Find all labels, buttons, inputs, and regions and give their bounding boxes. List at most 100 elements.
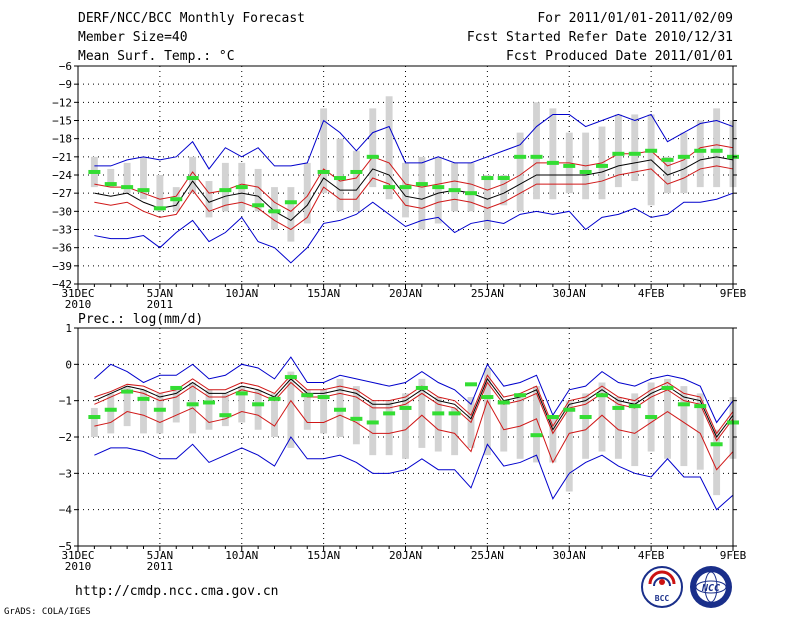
observed-marker xyxy=(334,407,346,412)
y-tick-label: −4 xyxy=(59,504,73,517)
ensemble-box xyxy=(320,389,328,434)
ensemble-box xyxy=(123,386,131,427)
ensemble-box xyxy=(483,367,491,456)
source-url[interactable]: http://cmdp.ncc.cma.gov.cn xyxy=(75,584,279,599)
ensemble-box xyxy=(287,187,295,242)
ensemble-box xyxy=(467,162,475,212)
observed-marker xyxy=(645,415,658,420)
series-ensemble-min xyxy=(94,436,734,511)
ensemble-box xyxy=(680,132,688,194)
x-tick-label: 9FEB xyxy=(720,549,747,562)
x-tick-label: 31DEC xyxy=(61,549,94,562)
observed-marker xyxy=(366,154,379,159)
observed-marker xyxy=(366,420,379,425)
ensemble-box xyxy=(549,418,557,463)
observed-marker xyxy=(514,154,527,159)
ensemble-box xyxy=(140,389,147,434)
ensemble-box xyxy=(140,156,147,200)
ncc-logo-text: NCC xyxy=(701,583,720,594)
ensemble-box xyxy=(107,168,115,188)
observed-marker xyxy=(530,433,543,438)
observed-marker xyxy=(104,407,117,412)
observed-marker xyxy=(186,176,199,181)
observed-marker xyxy=(121,389,134,394)
series-spread-lower xyxy=(94,399,734,471)
observed-marker xyxy=(448,188,461,193)
bcc-logo-text: BCC xyxy=(655,594,670,603)
observed-marker xyxy=(448,411,461,416)
series-ensemble-min xyxy=(94,192,734,264)
ensemble-box xyxy=(402,393,409,459)
x-tick-label: 20JAN xyxy=(389,549,422,562)
observed-marker xyxy=(628,404,641,409)
observed-marker xyxy=(317,169,330,174)
ensemble-box xyxy=(254,389,262,430)
y-tick-label: 1 xyxy=(65,322,72,335)
x-tick-label: 10JAN xyxy=(225,287,258,300)
ensemble-box xyxy=(516,397,524,459)
series-spread-upper xyxy=(94,144,734,212)
x-tick-label: 15JAN xyxy=(307,549,340,562)
ensemble-box xyxy=(533,102,540,200)
observed-marker xyxy=(465,191,477,196)
x-tick-label: 9FEB xyxy=(720,287,747,300)
bcc-logo: BCC xyxy=(641,566,683,608)
x-tick-label: 25JAN xyxy=(471,287,504,300)
ensemble-box xyxy=(156,175,164,212)
ensemble-box xyxy=(205,181,213,218)
observed-marker xyxy=(546,160,559,165)
ensemble-box xyxy=(434,156,442,224)
ensemble-box xyxy=(483,175,491,230)
observed-marker xyxy=(465,382,477,387)
ensemble-box xyxy=(320,108,328,194)
ensemble-box xyxy=(631,114,639,182)
observed-marker xyxy=(399,185,412,190)
x-tick-year: 2011 xyxy=(147,560,174,573)
series-ensemble-mean xyxy=(94,156,734,222)
observed-marker xyxy=(153,407,166,412)
observed-marker xyxy=(203,400,215,405)
ensemble-box xyxy=(516,132,524,212)
series-spread-lower xyxy=(94,165,734,231)
ensemble-box xyxy=(107,393,115,434)
observed-marker xyxy=(301,393,314,398)
grads-credit: GrADS: COLA/IGES xyxy=(4,607,91,617)
member-size: Member Size=40 xyxy=(78,30,188,45)
ensemble-box xyxy=(287,371,295,448)
observed-marker xyxy=(612,151,625,156)
ensemble-box xyxy=(221,162,229,212)
x-tick-label: 30JAN xyxy=(553,287,586,300)
ensemble-box xyxy=(303,162,311,224)
ensemble-box xyxy=(696,393,704,470)
observed-marker xyxy=(481,395,494,400)
ensemble-box xyxy=(664,378,671,459)
y-tick-label: 0 xyxy=(65,358,72,371)
ensemble-box xyxy=(549,108,557,200)
y-tick-label: −18 xyxy=(52,133,72,146)
x-tick-year: 2010 xyxy=(65,560,92,573)
ensemble-box xyxy=(189,156,197,194)
observed-marker xyxy=(661,157,674,162)
observed-marker xyxy=(121,185,134,190)
observed-marker xyxy=(710,442,723,447)
x-tick-label: 30JAN xyxy=(553,549,586,562)
y-tick-label: −2 xyxy=(59,431,72,444)
observed-marker xyxy=(710,148,723,153)
ensemble-box xyxy=(500,175,508,206)
series-spread-upper-line xyxy=(94,374,734,435)
ensemble-box xyxy=(123,162,131,194)
observed-marker xyxy=(497,400,510,405)
x-tick-year: 2010 xyxy=(65,298,92,311)
observed-marker xyxy=(432,185,445,190)
y-tick-label: −27 xyxy=(52,187,72,200)
x-tick-label: 25JAN xyxy=(471,549,504,562)
ensemble-box xyxy=(205,389,213,430)
y-tick-label: −15 xyxy=(52,115,72,128)
ensemble-box xyxy=(385,96,393,200)
variable-label: Mean Surf. Temp.: °C xyxy=(78,49,235,64)
observed-marker xyxy=(252,203,265,208)
observed-marker xyxy=(317,395,330,400)
x-tick-label: 31DEC xyxy=(61,287,94,300)
x-tick-label: 15JAN xyxy=(307,287,340,300)
observed-marker xyxy=(497,176,510,181)
